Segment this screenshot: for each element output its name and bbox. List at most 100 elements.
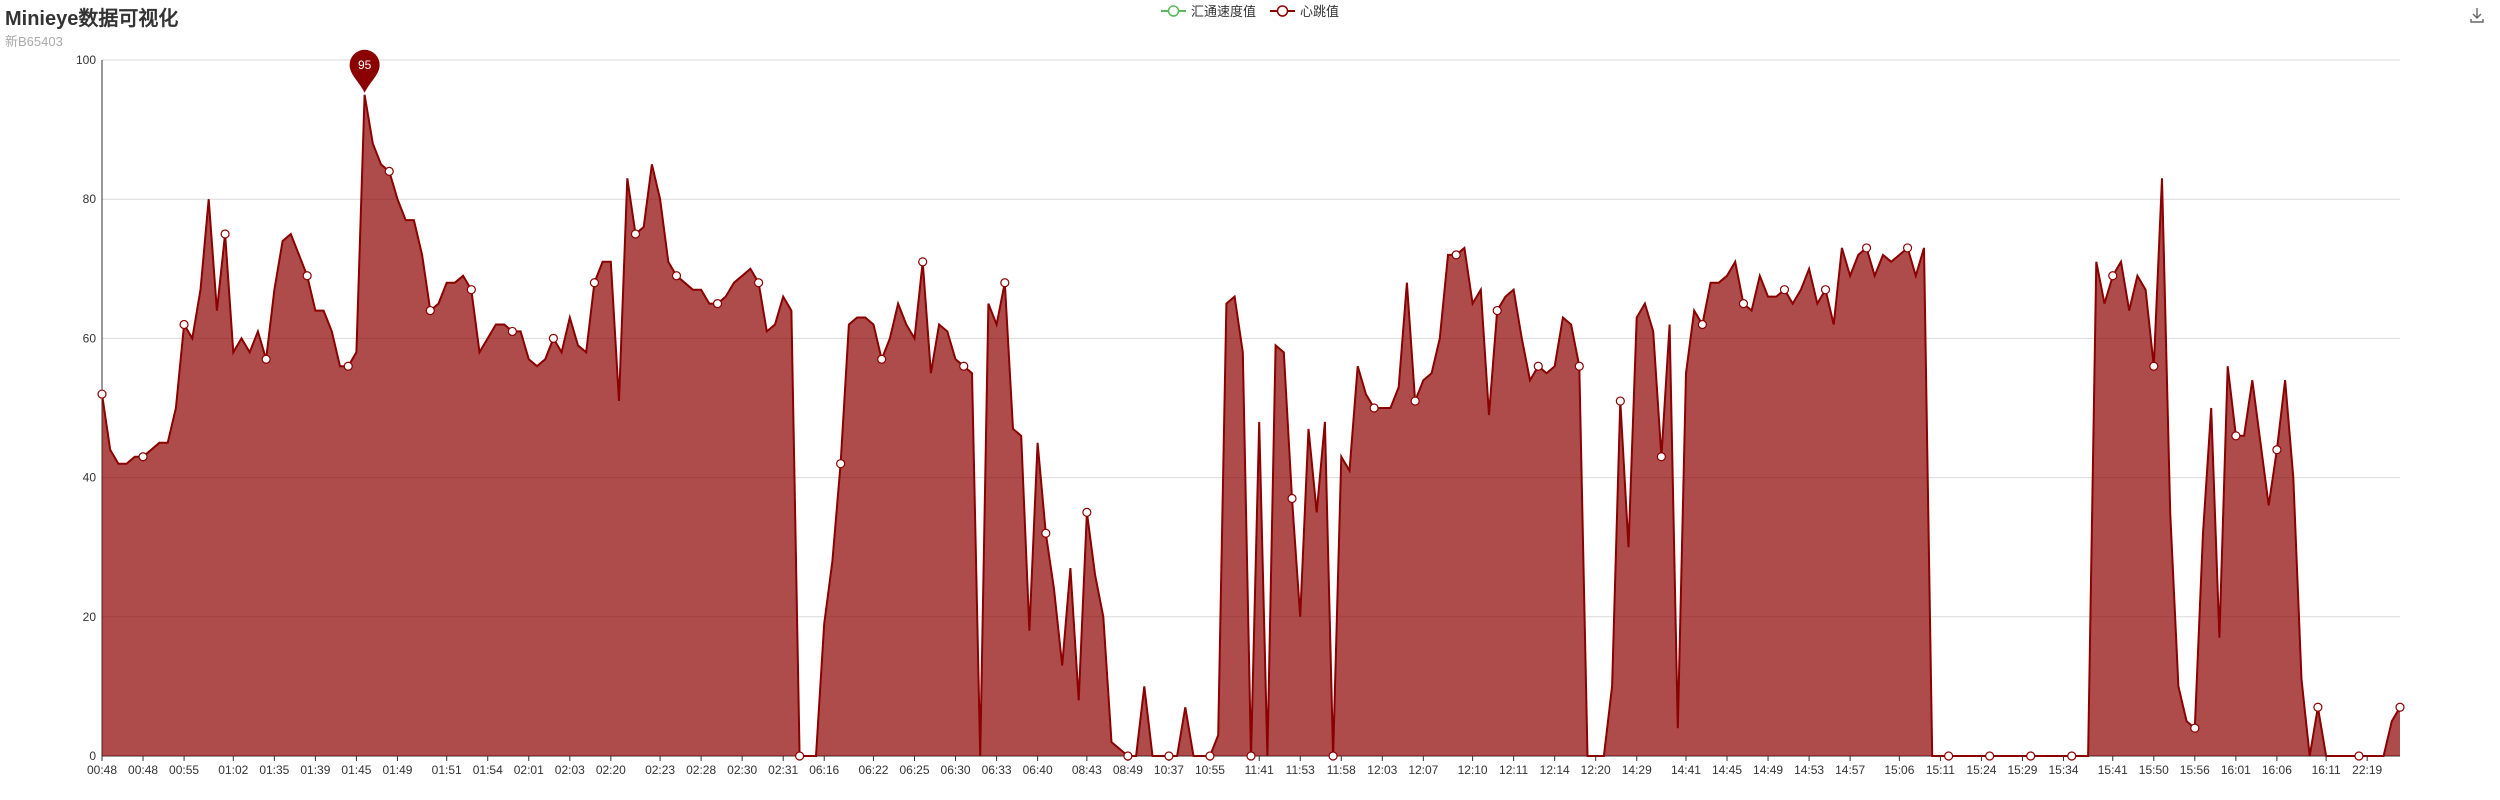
x-tick-label: 10:37 — [1154, 763, 1184, 777]
x-tick-label: 01:45 — [341, 763, 371, 777]
x-tick-label: 00:48 — [87, 763, 117, 777]
data-point — [97, 389, 107, 399]
data-point — [1861, 243, 1872, 253]
x-tick-label: 16:01 — [2221, 763, 2251, 777]
x-tick-label: 12:14 — [1540, 763, 1570, 777]
y-tick-label: 60 — [83, 331, 97, 345]
y-tick-label: 0 — [89, 749, 96, 763]
x-tick-label: 12:20 — [1581, 763, 1611, 777]
x-tick-label: 14:53 — [1794, 763, 1824, 777]
data-point — [2395, 702, 2405, 712]
x-tick-label: 14:29 — [1622, 763, 1652, 777]
data-point — [959, 361, 969, 371]
data-point — [1533, 361, 1543, 371]
y-tick-label: 40 — [83, 471, 97, 485]
data-point — [2026, 751, 2036, 761]
x-tick-label: 15:29 — [2007, 763, 2037, 777]
data-point — [1492, 305, 1502, 316]
x-tick-label: 14:45 — [1712, 763, 1742, 777]
data-point — [1615, 396, 1625, 406]
data-point — [1738, 299, 1749, 309]
x-tick-label: 16:11 — [2312, 763, 2341, 777]
x-tick-label: 02:28 — [686, 763, 716, 777]
data-point — [302, 271, 312, 281]
data-point — [2231, 431, 2241, 441]
x-tick-label: 00:48 — [128, 763, 158, 777]
legend-label-speed: 汇通速度值 — [1190, 4, 1256, 19]
x-tick-label: 02:03 — [555, 763, 585, 777]
x-tick-label: 10:55 — [1195, 763, 1225, 777]
x-tick-label: 22:19 — [2352, 763, 2382, 777]
data-point — [918, 257, 928, 267]
data-point — [2313, 702, 2323, 712]
max-value-pin — [349, 49, 380, 93]
data-point — [1082, 507, 1092, 518]
data-point — [1574, 361, 1584, 371]
data-point — [630, 229, 641, 239]
data-point — [712, 299, 723, 309]
heartbeat-area — [102, 94, 2400, 757]
x-tick-label: 12:11 — [1499, 763, 1528, 777]
page-title: Minieye数据可视化 — [5, 8, 179, 30]
download-icon[interactable] — [2468, 6, 2486, 24]
x-tick-label: 01:39 — [300, 763, 330, 777]
x-tick-label: 01:35 — [259, 763, 289, 777]
x-tick-label: 01:51 — [432, 763, 462, 777]
data-point — [179, 319, 189, 330]
data-point — [1985, 751, 1995, 761]
x-tick-label: 06:40 — [1023, 763, 1053, 777]
data-point — [1820, 285, 1831, 295]
heartbeat-line — [101, 94, 2401, 757]
x-tick-label: 06:30 — [941, 763, 971, 777]
page-subtitle: 新B65403 — [5, 34, 63, 49]
x-tick-label: 12:10 — [1458, 763, 1488, 777]
chart-legend: 汇通速度值 心跳值 — [0, 1, 2500, 20]
x-tick-label: 14:57 — [1835, 763, 1865, 777]
x-tick-label: 08:43 — [1072, 763, 1102, 777]
data-point — [1656, 452, 1666, 462]
data-point — [1287, 493, 1297, 504]
x-tick-label: 15:56 — [2180, 763, 2210, 777]
data-point — [425, 305, 435, 316]
x-tick-label: 14:41 — [1671, 763, 1701, 777]
x-tick-label: 01:49 — [382, 763, 412, 777]
x-tick-label: 08:49 — [1113, 763, 1143, 777]
y-tick-label: 20 — [83, 610, 97, 624]
toolbox — [2468, 6, 2486, 29]
data-point — [261, 354, 271, 364]
y-tick-label: 80 — [83, 192, 97, 206]
x-tick-label: 14:49 — [1753, 763, 1783, 777]
legend-line-circle-icon — [1160, 4, 1186, 17]
max-value-label: 95 — [358, 58, 372, 72]
data-point — [2108, 271, 2118, 281]
x-tick-label: 02:23 — [645, 763, 675, 777]
data-point — [877, 354, 887, 364]
x-tick-label: 12:07 — [1408, 763, 1438, 777]
legend-label-heartbeat: 心跳值 — [1300, 4, 1340, 19]
data-point — [466, 285, 476, 295]
legend-item-speed[interactable]: 汇通速度值 — [1160, 1, 1256, 20]
data-point — [753, 278, 764, 288]
x-tick-label: 12:03 — [1367, 763, 1397, 777]
x-tick-label: 11:58 — [1327, 763, 1356, 777]
legend-line-circle-icon — [1270, 4, 1295, 17]
data-point — [1697, 319, 1707, 330]
data-point — [2067, 751, 2077, 761]
x-tick-label: 15:06 — [1884, 763, 1914, 777]
data-point — [1246, 751, 1256, 761]
data-point — [836, 459, 846, 469]
x-tick-label: 00:55 — [169, 763, 199, 777]
data-point — [1944, 751, 1954, 761]
data-point — [1369, 403, 1379, 413]
legend-item-heartbeat[interactable]: 心跳值 — [1270, 1, 1339, 20]
x-tick-label: 06:22 — [858, 763, 888, 777]
data-point — [1328, 751, 1338, 761]
data-point — [220, 229, 230, 239]
x-tick-label: 15:11 — [1926, 763, 1955, 777]
data-point — [1041, 528, 1051, 538]
x-tick-label: 15:24 — [1966, 763, 1996, 777]
data-point — [1779, 285, 1790, 295]
data-point — [548, 333, 558, 343]
data-point — [2190, 723, 2200, 733]
